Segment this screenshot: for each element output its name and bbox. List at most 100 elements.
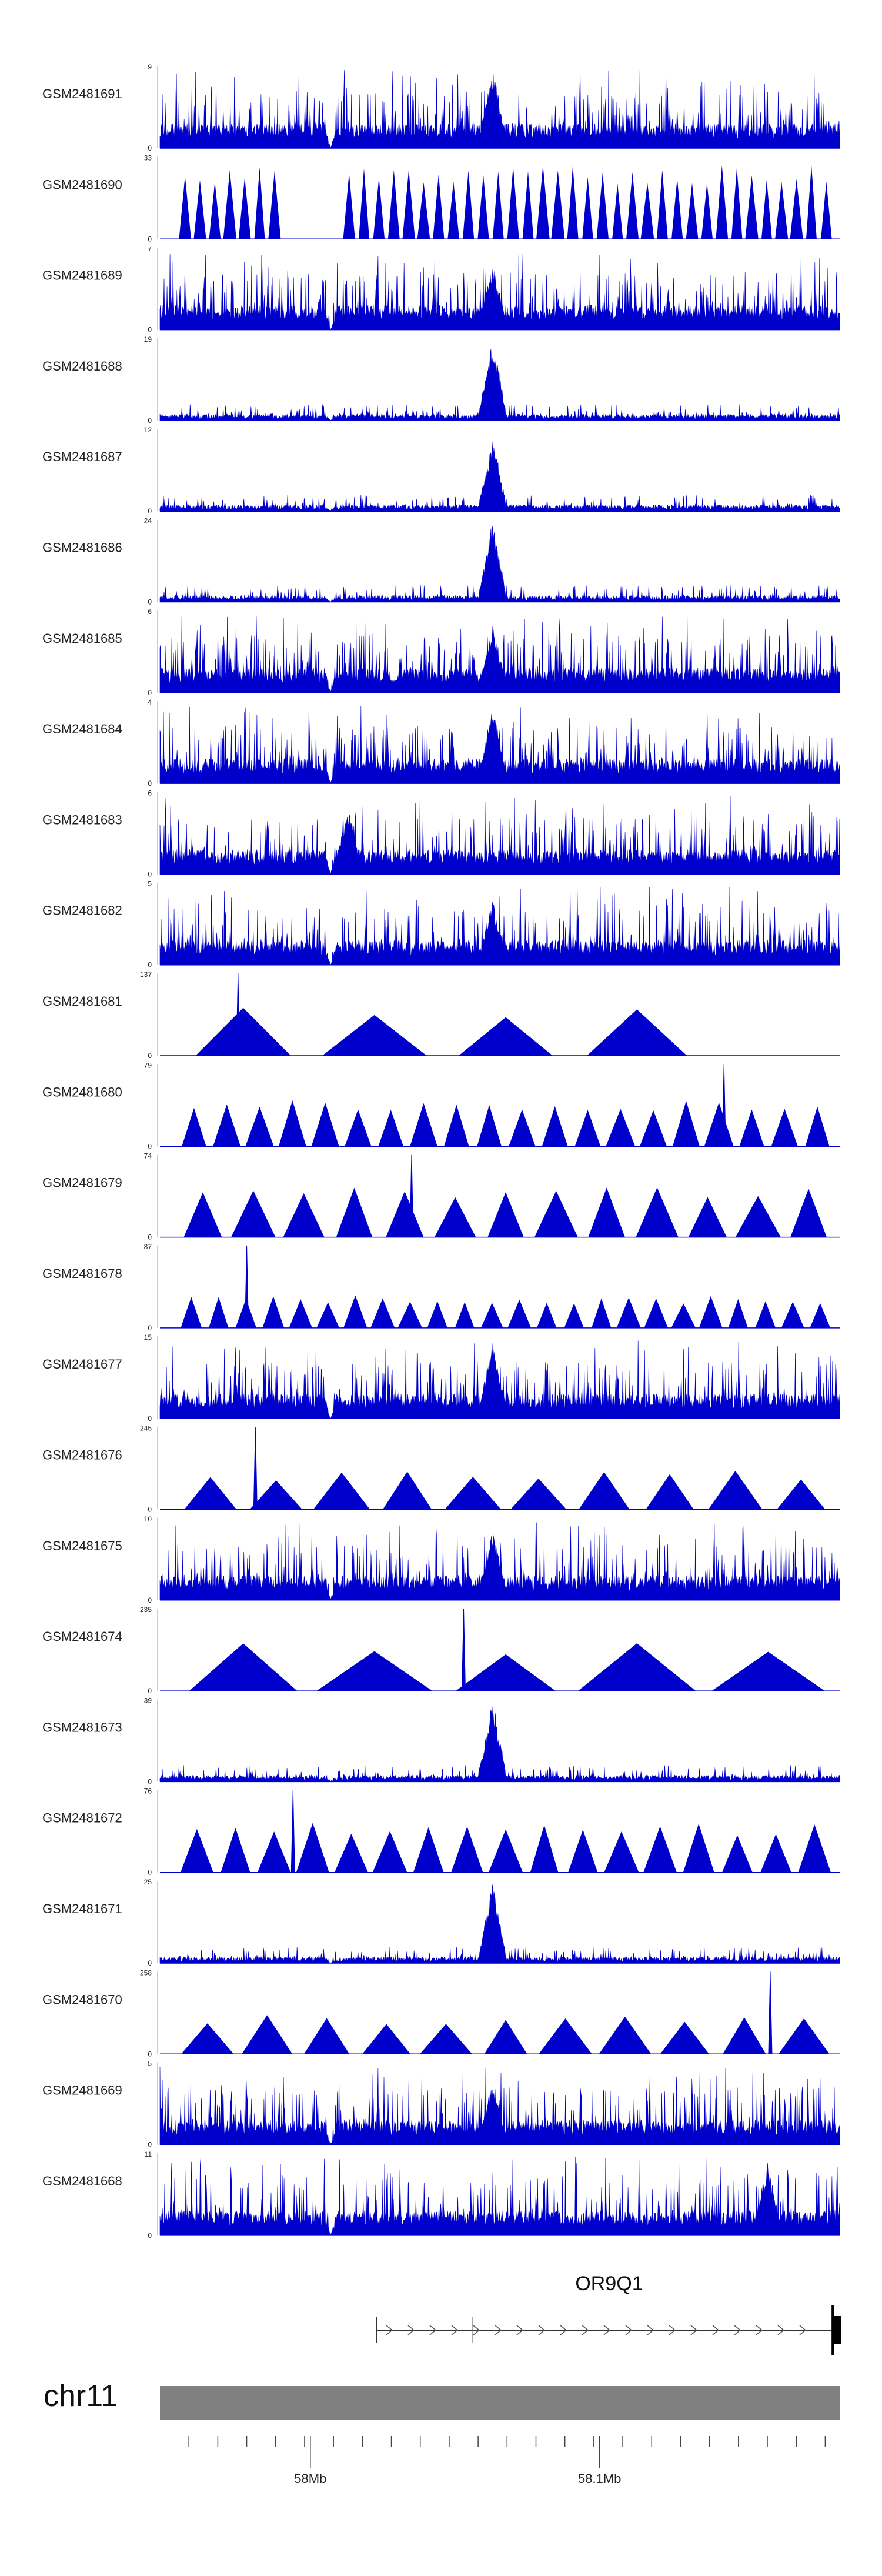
track-ymin-label: 0 [148,235,152,243]
coverage-peak [343,1295,368,1328]
track-label: GSM2481673 [42,1720,122,1734]
track-ymin-label: 0 [148,416,152,425]
strand-arrow [495,2325,502,2335]
coverage-peak [536,165,550,239]
track-GSM2481683: GSM2481683 6 0 [42,789,840,878]
coverage-peak [492,171,504,239]
track-ymax-label: 7 [148,245,152,253]
coverage-peak [359,168,369,239]
track-ymax-label: 79 [144,1061,152,1069]
coverage-peak [488,1829,523,1873]
track-label: GSM2481676 [42,1448,122,1463]
coverage-peak [542,1106,568,1147]
track-ymax-label: 33 [144,154,152,162]
coverage-peak [612,183,623,239]
coverage-peak [209,181,221,239]
coverage-peak [599,2016,652,2054]
strand-arrow [473,2325,480,2335]
coverage-peak [805,1106,830,1147]
gene-label-OR9Q1: OR9Q1 [575,2273,643,2295]
coverage-peak [672,1100,700,1147]
coverage-peak [810,1303,831,1328]
coverage-signal [159,253,840,330]
track-GSM2481681: GSM2481681 137 0 [42,970,840,1060]
coverage-peak [596,172,609,239]
coverage-peak [283,1193,325,1237]
coverage-peak [413,1827,444,1873]
gene-exon [834,2316,841,2344]
track-ymax-label: 10 [144,1515,152,1523]
coverage-peak [433,174,445,239]
coverage-spike [462,1609,466,1691]
coverage-peak [345,1109,372,1147]
coverage-peak [798,1824,831,1873]
coverage-peak [316,1651,433,1691]
track-ymax-label: 137 [140,970,152,979]
coverage-peak [699,1296,723,1328]
strand-arrow [429,2325,437,2335]
coverage-peak [334,1833,368,1873]
coverage-peak [182,1107,206,1147]
coverage-peak [626,172,639,239]
coverage-peak [567,165,579,239]
coverage-peak [640,182,654,239]
track-label: GSM2481690 [42,177,122,192]
coverage-peak [435,1197,476,1237]
track-ymax-label: 24 [144,517,152,525]
coverage-peak [242,2015,293,2054]
track-GSM2481688: GSM2481688 19 0 [42,335,840,425]
coverage-peak [509,1109,536,1147]
coverage-peak [821,181,832,239]
coverage-peak [313,1472,370,1510]
gene-end-boundary [831,2305,834,2355]
chromosome-label: chr11 [44,2379,118,2413]
track-label: GSM2481680 [42,1085,122,1099]
strand-arrow [690,2325,698,2335]
track-ymin-label: 0 [148,1868,152,1877]
coverage-peak [735,1196,781,1237]
coverage-signal [159,2067,840,2145]
track-GSM2481686: GSM2481686 24 0 [42,517,840,606]
track-label: GSM2481677 [42,1357,122,1372]
track-label: GSM2481674 [42,1629,122,1644]
track-label: GSM2481675 [42,1539,122,1553]
track-ymax-label: 258 [140,1968,152,1977]
coverage-tracks: GSM248169190GSM2481690330GSM248168970GSM… [42,63,840,2240]
track-GSM2481682: GSM2481682 5 0 [42,880,840,969]
coverage-peak [686,183,699,239]
coverage-spike [721,1064,726,1147]
coverage-peak [447,181,459,239]
coverage-peak [268,171,281,239]
track-label: GSM2481670 [42,1992,122,2007]
coverage-peak [427,1301,447,1328]
track-label: GSM2481689 [42,268,122,283]
coverage-spike [245,1245,249,1329]
coverage-peak [238,177,251,239]
track-ymax-label: 39 [144,1696,152,1704]
coverage-peak [606,1109,636,1147]
track-GSM2481687: GSM2481687 12 0 [42,426,840,515]
track-ymin-label: 0 [148,2050,152,2058]
coverage-peak [604,1831,639,1873]
coverage-signal [159,1884,840,1964]
track-ymin-label: 0 [148,1687,152,1695]
coverage-peak [373,178,385,239]
coverage-peak [257,1831,291,1873]
coverage-peak [551,170,565,239]
coverage-spike [290,1790,295,1873]
track-GSM2481691: GSM2481691 9 0 [42,63,840,152]
coverage-peak [731,167,743,239]
coverage-peak [397,1302,422,1328]
coverage-peak [568,1830,598,1873]
chromosome-ideogram: chr11 [44,2379,840,2420]
coverage-peak [249,1480,303,1510]
coverage-peak [640,1110,667,1147]
coverage-peak [683,1823,714,1873]
coverage-peak [510,1478,567,1510]
track-ymin-label: 0 [148,1777,152,1786]
coverage-signal [159,1522,840,1601]
coverage-peak [671,178,683,239]
track-ymax-label: 12 [144,426,152,434]
track-ymax-label: 11 [145,2150,152,2158]
coverage-peak [539,2018,592,2054]
